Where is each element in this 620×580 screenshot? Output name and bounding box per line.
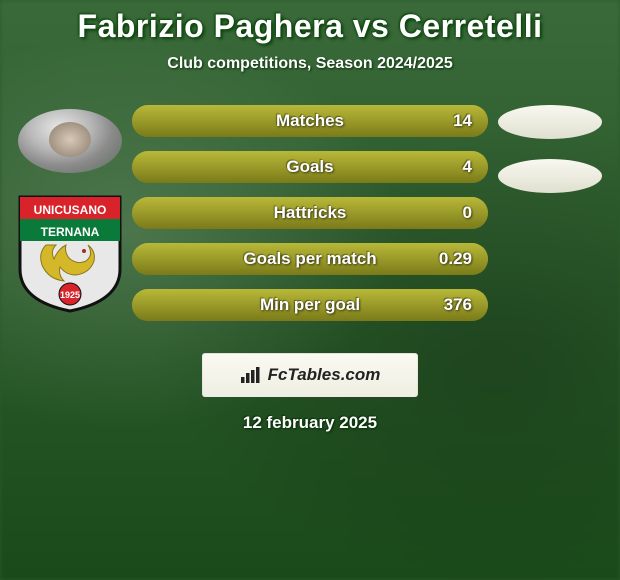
stat-value: 4 xyxy=(463,157,472,177)
stat-value: 376 xyxy=(444,295,472,315)
date-line: 12 february 2025 xyxy=(0,413,620,433)
stat-value: 0.29 xyxy=(439,249,472,269)
stat-value: 14 xyxy=(453,111,472,131)
page-title: Fabrizio Paghera vs Cerretelli xyxy=(0,8,620,45)
stat-row: Hattricks 0 xyxy=(132,197,488,229)
stat-label: Goals per match xyxy=(243,249,376,269)
stat-row: Goals 4 xyxy=(132,151,488,183)
svg-text:TERNANA: TERNANA xyxy=(41,225,100,239)
player-avatar xyxy=(18,109,122,173)
left-column: UNICUSANO TERNANA 1925 xyxy=(8,97,132,313)
stats-list: Matches 14 Goals 4 Hattricks 0 Goals per… xyxy=(132,97,488,335)
right-column xyxy=(488,97,612,193)
svg-text:1925: 1925 xyxy=(60,290,80,300)
brand-badge: FcTables.com xyxy=(202,353,418,397)
subtitle: Club competitions, Season 2024/2025 xyxy=(0,55,620,73)
svg-text:UNICUSANO: UNICUSANO xyxy=(34,203,107,217)
stat-row: Min per goal 376 xyxy=(132,289,488,321)
club-crest: UNICUSANO TERNANA 1925 xyxy=(14,189,126,313)
stat-value: 0 xyxy=(463,203,472,223)
stat-label: Goals xyxy=(286,157,333,177)
stat-row: Goals per match 0.29 xyxy=(132,243,488,275)
stat-label: Min per goal xyxy=(260,295,360,315)
placeholder-oval xyxy=(498,159,602,193)
stat-label: Matches xyxy=(276,111,344,131)
placeholder-oval xyxy=(498,105,602,139)
brand-text: FcTables.com xyxy=(268,365,381,385)
stat-row: Matches 14 xyxy=(132,105,488,137)
stat-label: Hattricks xyxy=(274,203,347,223)
bars-icon xyxy=(240,366,262,384)
main-row: UNICUSANO TERNANA 1925 Matches 14 Goals xyxy=(0,97,620,335)
infographic: Fabrizio Paghera vs Cerretelli Club comp… xyxy=(0,0,620,433)
